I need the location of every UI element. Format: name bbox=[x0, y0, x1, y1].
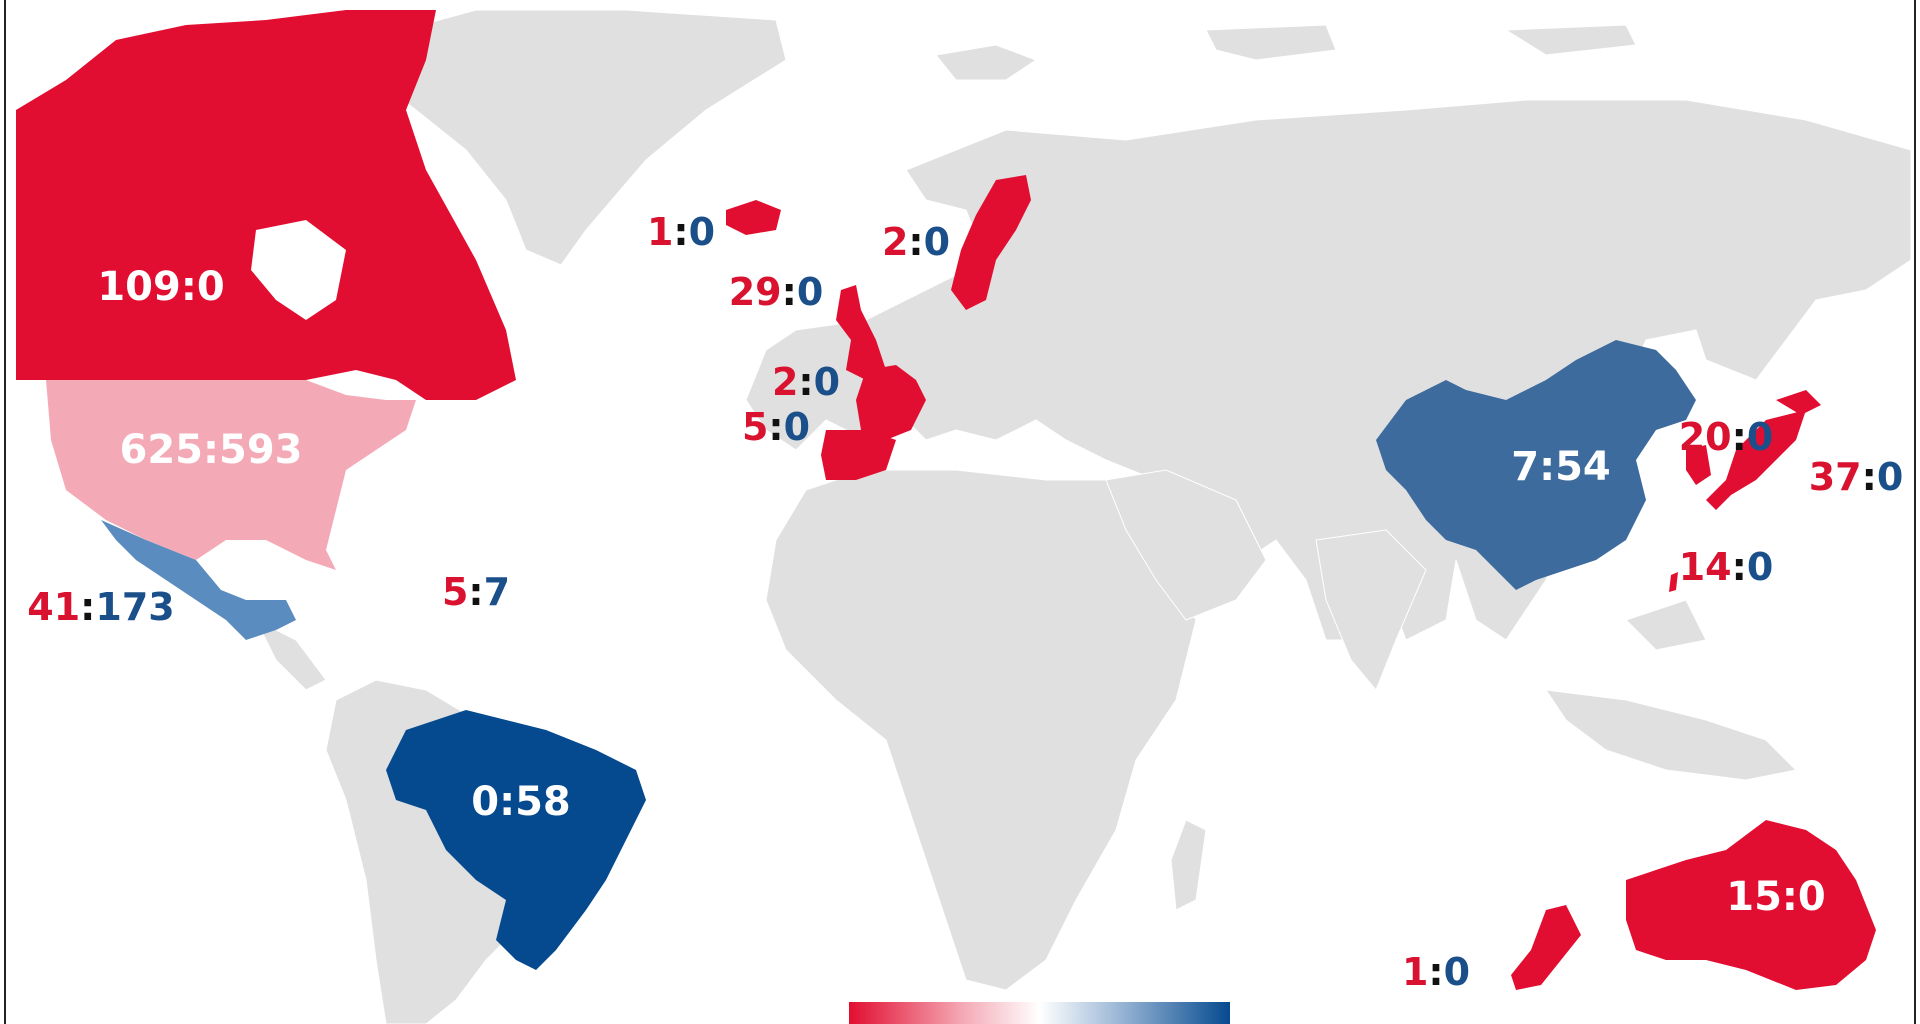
japan-right-count: 0 bbox=[1877, 455, 1903, 499]
spain-right-count: 0 bbox=[784, 405, 810, 449]
uk-shape bbox=[836, 285, 886, 380]
brazil-right-count: 58 bbox=[515, 779, 571, 825]
china-left-count: 7 bbox=[1511, 444, 1539, 490]
japan-left-count: 37 bbox=[1809, 455, 1862, 499]
australia-separator: : bbox=[1782, 874, 1798, 920]
australia-right-count: 0 bbox=[1798, 874, 1826, 920]
canada-label: 109:0 bbox=[97, 264, 224, 310]
spain-label: 5:0 bbox=[742, 405, 810, 449]
iceland-shape bbox=[726, 200, 781, 235]
usa-shape bbox=[46, 380, 416, 570]
japan-label: 37:0 bbox=[1809, 455, 1904, 499]
brazil-separator: : bbox=[499, 779, 515, 825]
china-right-count: 54 bbox=[1555, 444, 1611, 490]
uk-right-count: 0 bbox=[797, 270, 823, 314]
uk-separator: : bbox=[782, 270, 797, 314]
new-zealand-shape bbox=[1511, 905, 1581, 990]
iceland-label: 1:0 bbox=[647, 210, 715, 254]
china-separator: : bbox=[1539, 444, 1555, 490]
canada-right-count: 0 bbox=[197, 264, 225, 310]
canada-left-count: 109 bbox=[97, 264, 181, 310]
greenland bbox=[365, 9, 787, 266]
world-map: 109:0 625:593 41:173 5:7 0:58 1:0 29:0 2:0 2:0 5:… bbox=[4, 0, 1916, 1024]
brazil-label: 0:58 bbox=[471, 779, 571, 825]
south-korea-right-count: 0 bbox=[1747, 415, 1773, 459]
australia-left-count: 15 bbox=[1726, 874, 1782, 920]
usa-separator: : bbox=[203, 427, 219, 473]
india bbox=[1315, 529, 1427, 691]
spain-separator: : bbox=[768, 405, 783, 449]
china-label: 7:54 bbox=[1511, 444, 1611, 490]
arctic-islands bbox=[935, 24, 1637, 81]
uk-left-count: 29 bbox=[729, 270, 782, 314]
mexico-right-count: 173 bbox=[95, 585, 174, 629]
mexico-label: 41:173 bbox=[27, 585, 174, 629]
canada-separator: : bbox=[181, 264, 197, 310]
australia-label: 15:0 bbox=[1726, 874, 1826, 920]
japan-shape bbox=[1706, 390, 1821, 510]
south-korea-separator: : bbox=[1732, 415, 1747, 459]
taiwan-label: 14:0 bbox=[1679, 545, 1774, 589]
brazil-shape bbox=[386, 710, 646, 970]
iceland-right-count: 0 bbox=[689, 210, 715, 254]
taiwan-left-count: 14 bbox=[1679, 545, 1732, 589]
taiwan-separator: : bbox=[1732, 545, 1747, 589]
usa-left-count: 625 bbox=[120, 427, 204, 473]
new-zealand-label: 1:0 bbox=[1402, 950, 1470, 994]
france-shape bbox=[856, 365, 926, 440]
france-separator: : bbox=[798, 360, 813, 404]
africa bbox=[765, 469, 1197, 991]
canada-shape bbox=[16, 10, 516, 400]
japan-separator: : bbox=[1862, 455, 1877, 499]
caribbean-label: 5:7 bbox=[442, 570, 510, 614]
france-label: 2:0 bbox=[772, 360, 840, 404]
new-zealand-right-count: 0 bbox=[1444, 950, 1470, 994]
sweden-right-count: 0 bbox=[924, 220, 950, 264]
sweden-left-count: 2 bbox=[882, 220, 908, 264]
canada-hudson-bay bbox=[251, 220, 346, 320]
central-america bbox=[254, 618, 327, 691]
spain-shape bbox=[821, 430, 896, 480]
south-korea-left-count: 20 bbox=[1679, 415, 1732, 459]
taiwan-shape bbox=[1669, 572, 1678, 592]
sweden-separator: : bbox=[908, 220, 923, 264]
eurasia bbox=[745, 99, 1912, 641]
caribbean-separator: : bbox=[468, 570, 483, 614]
usa-label: 625:593 bbox=[120, 427, 303, 473]
usa-right-count: 593 bbox=[219, 427, 303, 473]
new-zealand-separator: : bbox=[1428, 950, 1443, 994]
madagascar bbox=[1170, 819, 1207, 911]
mexico-separator: : bbox=[80, 585, 95, 629]
new-zealand-left-count: 1 bbox=[1402, 950, 1428, 994]
caribbean-left-count: 5 bbox=[442, 570, 468, 614]
iceland-left-count: 1 bbox=[647, 210, 673, 254]
france-left-count: 2 bbox=[772, 360, 798, 404]
china-shape bbox=[1376, 340, 1696, 590]
sweden-shape bbox=[951, 175, 1031, 310]
sweden-label: 2:0 bbox=[882, 220, 950, 264]
mexico-shape bbox=[101, 520, 296, 640]
south-korea-label: 20:0 bbox=[1679, 415, 1774, 459]
spain-left-count: 5 bbox=[742, 405, 768, 449]
caribbean-right-count: 7 bbox=[484, 570, 510, 614]
southeast-asia-islands bbox=[1544, 599, 1798, 781]
mexico-left-count: 41 bbox=[27, 585, 80, 629]
legend-color-bar bbox=[849, 1002, 1230, 1024]
brazil-left-count: 0 bbox=[471, 779, 499, 825]
uk-label: 29:0 bbox=[729, 270, 824, 314]
south-korea-shape bbox=[1686, 445, 1711, 485]
arabia bbox=[1105, 469, 1267, 621]
taiwan-right-count: 0 bbox=[1747, 545, 1773, 589]
france-right-count: 0 bbox=[814, 360, 840, 404]
australia-shape bbox=[1626, 820, 1876, 990]
iceland-separator: : bbox=[673, 210, 688, 254]
